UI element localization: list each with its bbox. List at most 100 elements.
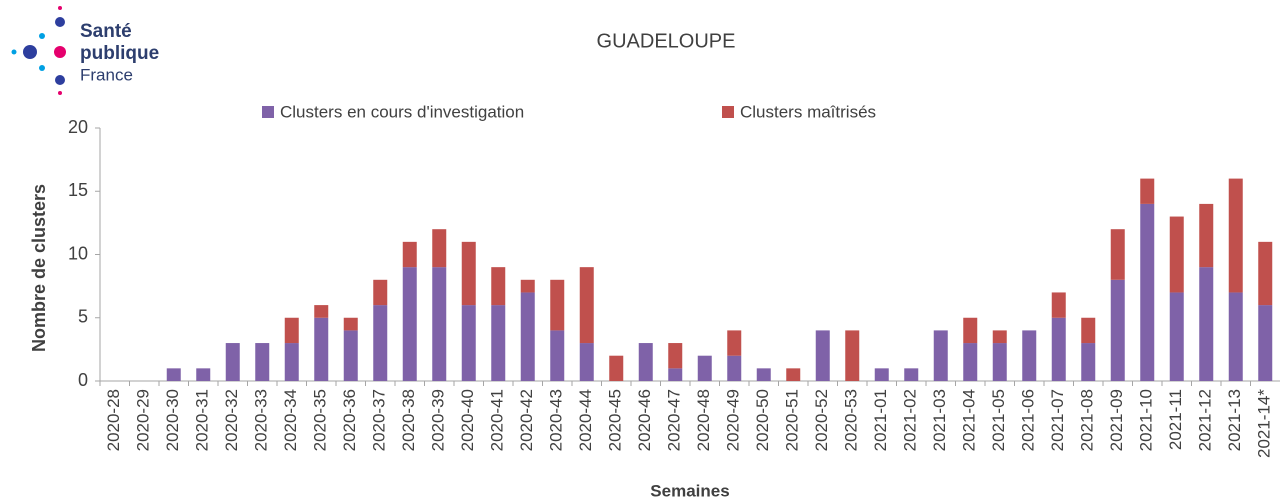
- bar-segment: [1081, 343, 1096, 381]
- bar-segment: [461, 305, 476, 381]
- bar-segment: [668, 368, 683, 381]
- bar-segment: [343, 330, 358, 381]
- logo-text: Santé: [80, 21, 132, 42]
- x-tick-label: 2020-48: [694, 389, 713, 451]
- x-tick-label: 2021-02: [901, 389, 920, 451]
- x-tick-label: 2020-42: [517, 389, 536, 451]
- bar-segment: [520, 279, 535, 293]
- bar-segment: [402, 241, 417, 268]
- bar-segment: [1258, 305, 1273, 381]
- bar-segment: [992, 343, 1007, 381]
- bar-segment: [992, 330, 1007, 344]
- legend-swatch: [722, 106, 734, 118]
- x-tick-label: 2020-41: [488, 389, 507, 451]
- bar-segment: [1169, 292, 1184, 381]
- x-tick-label: 2020-39: [429, 389, 448, 451]
- bar-segment: [1051, 292, 1066, 318]
- legend-label: Clusters en cours d'investigation: [280, 102, 524, 121]
- logo-dot: [55, 75, 65, 85]
- bar-segment: [1228, 178, 1243, 293]
- bar-segment: [1140, 203, 1155, 381]
- x-tick-label: 2020-33: [252, 389, 271, 451]
- x-tick-label: 2020-36: [340, 389, 359, 451]
- y-tick-label: 20: [68, 117, 88, 137]
- bar-segment: [255, 343, 270, 381]
- logo-dot: [54, 46, 66, 58]
- x-tick-label: 2020-31: [193, 389, 212, 451]
- bar-segment: [933, 330, 948, 381]
- x-tick-label: 2021-06: [1019, 389, 1038, 451]
- x-tick-label: 2020-40: [458, 389, 477, 451]
- bar-segment: [284, 317, 299, 344]
- bar-segment: [727, 330, 742, 356]
- logo-dot: [58, 6, 62, 10]
- x-tick-label: 2020-51: [783, 389, 802, 451]
- bar-segment: [166, 368, 181, 381]
- logo-text: publique: [80, 43, 159, 64]
- x-tick-label: 2021-01: [871, 389, 890, 451]
- bar-segment: [373, 279, 388, 306]
- x-tick-label: 2021-09: [1107, 389, 1126, 451]
- bar-segment: [609, 355, 624, 381]
- bar-segment: [432, 267, 447, 381]
- bar-segment: [1081, 317, 1096, 344]
- y-tick-label: 5: [78, 307, 88, 327]
- bar-segment: [1051, 317, 1066, 381]
- bar-segment: [697, 355, 712, 381]
- x-tick-label: 2021-14*: [1255, 389, 1274, 458]
- y-tick-label: 10: [68, 243, 88, 263]
- x-tick-label: 2020-52: [812, 389, 831, 451]
- x-tick-label: 2020-43: [547, 389, 566, 451]
- x-tick-label: 2021-03: [930, 389, 949, 451]
- bar-segment: [963, 343, 978, 381]
- bar-segment: [491, 305, 506, 381]
- bar-segment: [845, 330, 860, 381]
- x-tick-label: 2020-29: [134, 389, 153, 451]
- bar-segment: [756, 368, 771, 381]
- legend-swatch: [262, 106, 274, 118]
- x-axis-label: Semaines: [650, 481, 729, 500]
- bar-segment: [432, 229, 447, 268]
- x-tick-label: 2020-49: [724, 389, 743, 451]
- logo: Santé publique France: [11, 6, 159, 95]
- bar-segment: [520, 292, 535, 381]
- bar-segment: [314, 317, 329, 381]
- bar-segment: [1228, 292, 1243, 381]
- bar-segment: [1110, 229, 1125, 280]
- bar-segment: [196, 368, 211, 381]
- x-tick-label: 2020-45: [606, 389, 625, 451]
- x-tick-label: 2021-08: [1078, 389, 1097, 451]
- bar-segment: [314, 305, 329, 318]
- bar-segment: [638, 343, 653, 381]
- bar-segment: [579, 343, 594, 381]
- x-tick-label: 2020-47: [665, 389, 684, 451]
- bar-segment: [1258, 241, 1273, 306]
- bar-segment: [874, 368, 889, 381]
- y-tick-label: 0: [78, 370, 88, 390]
- x-tick-label: 2021-11: [1166, 389, 1185, 450]
- x-tick-label: 2021-12: [1196, 389, 1215, 451]
- bar-segment: [491, 267, 506, 306]
- x-tick-label: 2021-05: [989, 389, 1008, 451]
- logo-text: France: [80, 65, 133, 84]
- bar-segment: [1022, 330, 1037, 381]
- bar-segment: [904, 368, 919, 381]
- bar-segment: [373, 305, 388, 381]
- logo-dot: [11, 49, 17, 55]
- bar-segment: [343, 317, 358, 331]
- bar-segment: [786, 368, 801, 381]
- x-tick-label: 2020-32: [222, 389, 241, 451]
- bar-segment: [1199, 267, 1214, 381]
- x-tick-label: 2021-13: [1225, 389, 1244, 451]
- bar-segment: [284, 343, 299, 381]
- x-tick-label: 2020-34: [281, 389, 300, 451]
- bar-segment: [727, 355, 742, 381]
- legend-label: Clusters maîtrisés: [740, 102, 876, 121]
- bar-segment: [1140, 178, 1155, 204]
- x-tick-label: 2020-35: [311, 389, 330, 451]
- bar-segment: [402, 267, 417, 381]
- logo-dot: [39, 33, 45, 39]
- bar-segment: [579, 267, 594, 344]
- y-tick-label: 15: [68, 180, 88, 200]
